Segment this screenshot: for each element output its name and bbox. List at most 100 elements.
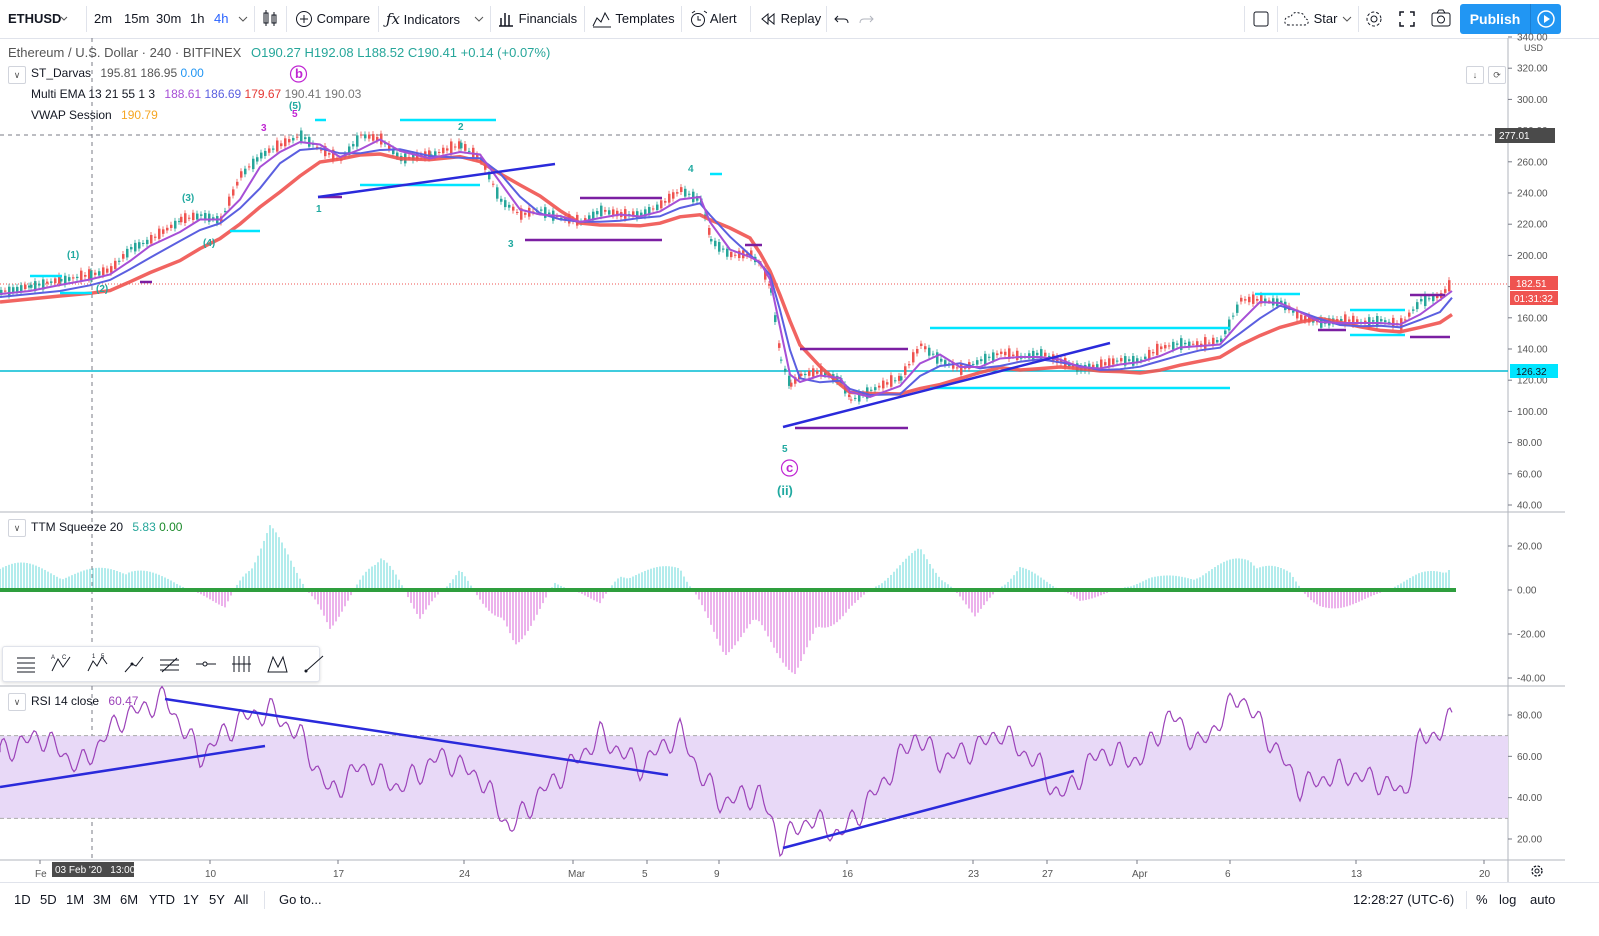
log-scale-toggle[interactable]: log	[1499, 892, 1517, 907]
chart-settings-gear-icon[interactable]	[1531, 865, 1543, 877]
range-1m[interactable]: 1M	[66, 892, 85, 907]
star-dropdown[interactable]	[1342, 0, 1352, 38]
candle-body	[1408, 312, 1411, 317]
range-6m[interactable]: 6M	[120, 892, 139, 907]
candle-body	[146, 239, 149, 245]
chart-canvas[interactable]: 340.00320.00300.00280.00260.00240.00220.…	[0, 0, 1599, 882]
ema-13-line	[0, 138, 1453, 399]
layout-button[interactable]	[1252, 0, 1270, 38]
range-3m[interactable]: 3M	[93, 892, 112, 907]
rsi-trend-line	[782, 769, 1075, 850]
scroll-to-latest-button[interactable]: ↓	[1466, 66, 1484, 84]
percent-scale-toggle[interactable]: %	[1476, 892, 1488, 907]
candle-body	[680, 187, 683, 193]
collapse-legend-button[interactable]: ∨	[8, 66, 26, 84]
candle-body	[1156, 343, 1159, 355]
indicators-dropdown[interactable]	[474, 0, 484, 38]
settings-button[interactable]	[1364, 0, 1384, 38]
chevron-down-icon: ∨	[13, 697, 21, 707]
candle-body	[1128, 359, 1131, 362]
candle-body	[396, 152, 399, 158]
ema-legend[interactable]: Multi EMA 13 21 55 1 3 188.61 186.69 179…	[31, 87, 361, 101]
candle-body	[688, 193, 691, 195]
candle-body	[624, 209, 627, 219]
interval-15m[interactable]: 15m	[124, 11, 150, 26]
candle-body	[212, 217, 215, 220]
replay-button[interactable]: Replay	[759, 0, 821, 38]
candle-body	[352, 144, 355, 147]
measure-tool-button[interactable]	[229, 652, 255, 676]
candle-body	[1392, 317, 1395, 327]
interval-30m[interactable]: 30m	[156, 11, 182, 26]
play-button[interactable]	[1530, 4, 1561, 34]
candle-body	[320, 149, 323, 151]
interval-dropdown[interactable]	[238, 0, 248, 38]
auto-scale-toggle[interactable]: auto	[1530, 892, 1556, 907]
templates-button[interactable]: Templates	[592, 0, 675, 38]
ema-21-line	[0, 147, 1453, 397]
candlesticks	[0, 127, 1451, 405]
star-button[interactable]: Star	[1284, 0, 1337, 38]
ttm-v1: 5.83	[132, 520, 156, 534]
clock[interactable]: 12:28:27 (UTC-6)	[1353, 892, 1455, 907]
undo-button[interactable]	[834, 0, 850, 38]
range-1d[interactable]: 1D	[14, 892, 31, 907]
vwap-legend[interactable]: VWAP Session 190.79	[31, 108, 158, 122]
goto-date-button[interactable]: Go to...	[279, 892, 322, 907]
candle-body	[348, 146, 351, 156]
candle-body	[8, 286, 11, 296]
candle-body	[1236, 304, 1239, 313]
horizontal-ray-icon	[196, 661, 216, 667]
candle-body	[1228, 319, 1231, 331]
candle-body	[134, 242, 137, 252]
candle-body	[1416, 302, 1419, 310]
interval-4h[interactable]: 4h	[214, 11, 229, 26]
snapshot-button[interactable]	[1431, 0, 1451, 38]
range-1y[interactable]: 1Y	[183, 892, 199, 907]
candle-body	[636, 211, 639, 219]
brush-tool-button[interactable]	[301, 652, 327, 676]
candle-body	[12, 287, 15, 294]
pattern-tool-button[interactable]	[265, 652, 291, 676]
symbol-search-dropdown[interactable]	[60, 0, 68, 38]
compare-button[interactable]: Compare	[295, 0, 370, 38]
financials-button[interactable]: Financials	[497, 0, 577, 38]
symbol-search[interactable]: ETHUSD	[8, 11, 62, 26]
range-all[interactable]: All	[234, 892, 249, 907]
fib-tool-button[interactable]	[157, 652, 183, 676]
svg-text:1: 1	[92, 654, 96, 660]
price-tick-label: 240.00	[1517, 189, 1548, 200]
darvas-legend[interactable]: ST_Darvas 195.81 186.95 0.00	[31, 66, 204, 80]
interval-1h[interactable]: 1h	[190, 11, 205, 26]
horizontal-ray-tool-button[interactable]	[193, 652, 219, 676]
trend-line-tool-button[interactable]	[121, 652, 147, 676]
ttm-legend[interactable]: TTM Squeeze 20 5.83 0.00	[31, 520, 182, 534]
publish-button[interactable]: Publish	[1460, 4, 1530, 34]
indicators-button[interactable]: ƒx Indicators	[386, 0, 460, 38]
collapse-rsi-button[interactable]: ∨	[8, 693, 26, 711]
rsi-legend[interactable]: RSI 14 close 60.47	[31, 694, 138, 708]
fullscreen-button[interactable]	[1398, 0, 1416, 38]
redo-button[interactable]	[858, 0, 874, 38]
collapse-ttm-button[interactable]: ∨	[8, 519, 26, 537]
price-tick-label: 80.00	[1517, 438, 1542, 449]
alert-button[interactable]: Alert	[689, 0, 737, 38]
candle-body	[1356, 319, 1359, 324]
candle-body	[122, 254, 125, 259]
candle-body	[376, 136, 379, 141]
chart-type-button[interactable]	[262, 0, 278, 38]
candle-body	[162, 229, 165, 234]
candle-body	[154, 236, 157, 238]
interval-2m[interactable]: 2m	[94, 11, 113, 26]
candle-body	[604, 209, 607, 212]
candle-body	[64, 275, 67, 285]
range-5y[interactable]: 5Y	[209, 892, 225, 907]
candle-body	[908, 364, 911, 366]
range-5d[interactable]: 5D	[40, 892, 57, 907]
range-ytd[interactable]: YTD	[149, 892, 175, 907]
rsi-name: RSI 14 close	[31, 694, 100, 708]
lines-tool-button[interactable]	[13, 652, 39, 676]
reset-chart-button[interactable]: ⟳	[1488, 66, 1506, 84]
